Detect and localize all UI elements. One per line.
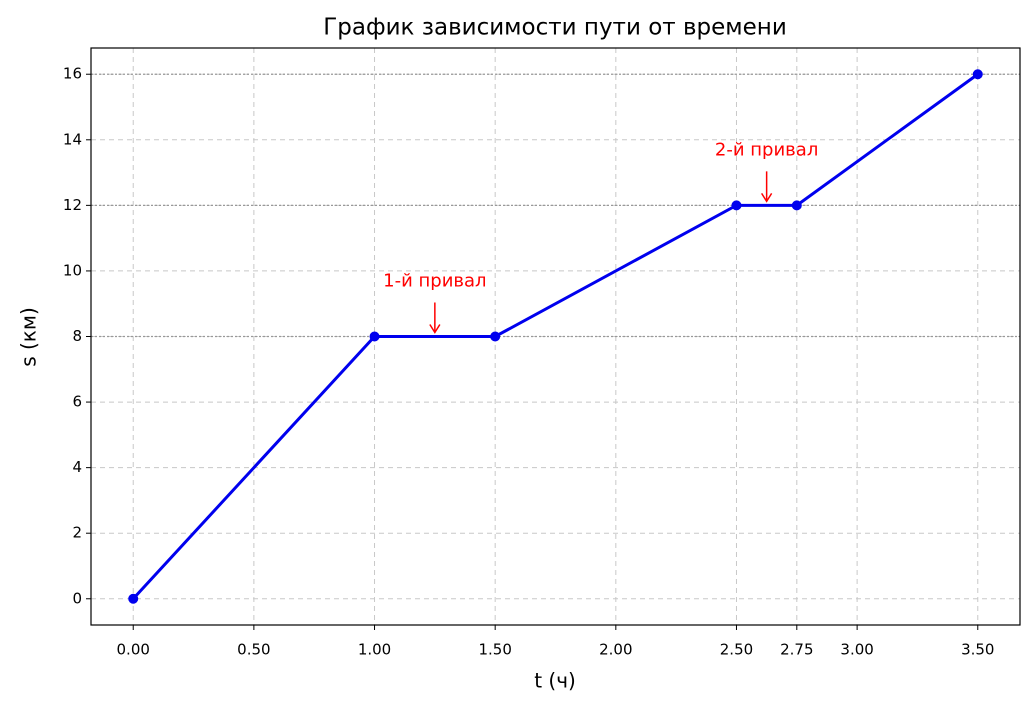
y-tick-label: 6	[72, 393, 82, 411]
annotation-text: 1-й привал	[383, 271, 486, 292]
y-tick-label: 10	[63, 261, 82, 279]
x-tick-label: 2.00	[599, 641, 632, 659]
y-tick-label: 4	[72, 458, 82, 476]
x-tick-label: 0.50	[237, 641, 270, 659]
x-tick-label: 3.50	[961, 641, 994, 659]
x-tick-label: 1.00	[358, 641, 391, 659]
annotation-text: 2-й привал	[715, 139, 818, 160]
y-tick-label: 0	[72, 589, 82, 607]
y-tick-label: 14	[63, 130, 82, 148]
data-point	[791, 200, 802, 211]
plot-frame	[90, 47, 1021, 626]
annotation-arrowhead	[429, 324, 441, 334]
chart-title: График зависимости пути от времени	[323, 15, 787, 41]
y-tick-label: 2	[72, 524, 82, 542]
x-tick-label: 0.00	[117, 641, 150, 659]
annotation-arrowhead	[761, 192, 773, 203]
y-tick-label: 12	[63, 196, 82, 214]
data-point	[128, 593, 139, 604]
x-tick-label: 3.00	[840, 641, 873, 659]
y-tick-label: 8	[72, 327, 82, 345]
y-axis-label: s (км)	[17, 307, 41, 367]
x-tick-label: 1.50	[478, 641, 511, 659]
data-point	[972, 69, 983, 80]
data-point	[490, 331, 501, 342]
y-tick-label: 16	[63, 65, 82, 83]
data-point	[369, 331, 380, 342]
data-line	[132, 73, 979, 600]
data-point	[731, 200, 742, 211]
x-tick-label: 2.75	[780, 641, 813, 659]
x-tick-label: 2.50	[720, 641, 753, 659]
x-axis-label: t (ч)	[534, 669, 576, 693]
